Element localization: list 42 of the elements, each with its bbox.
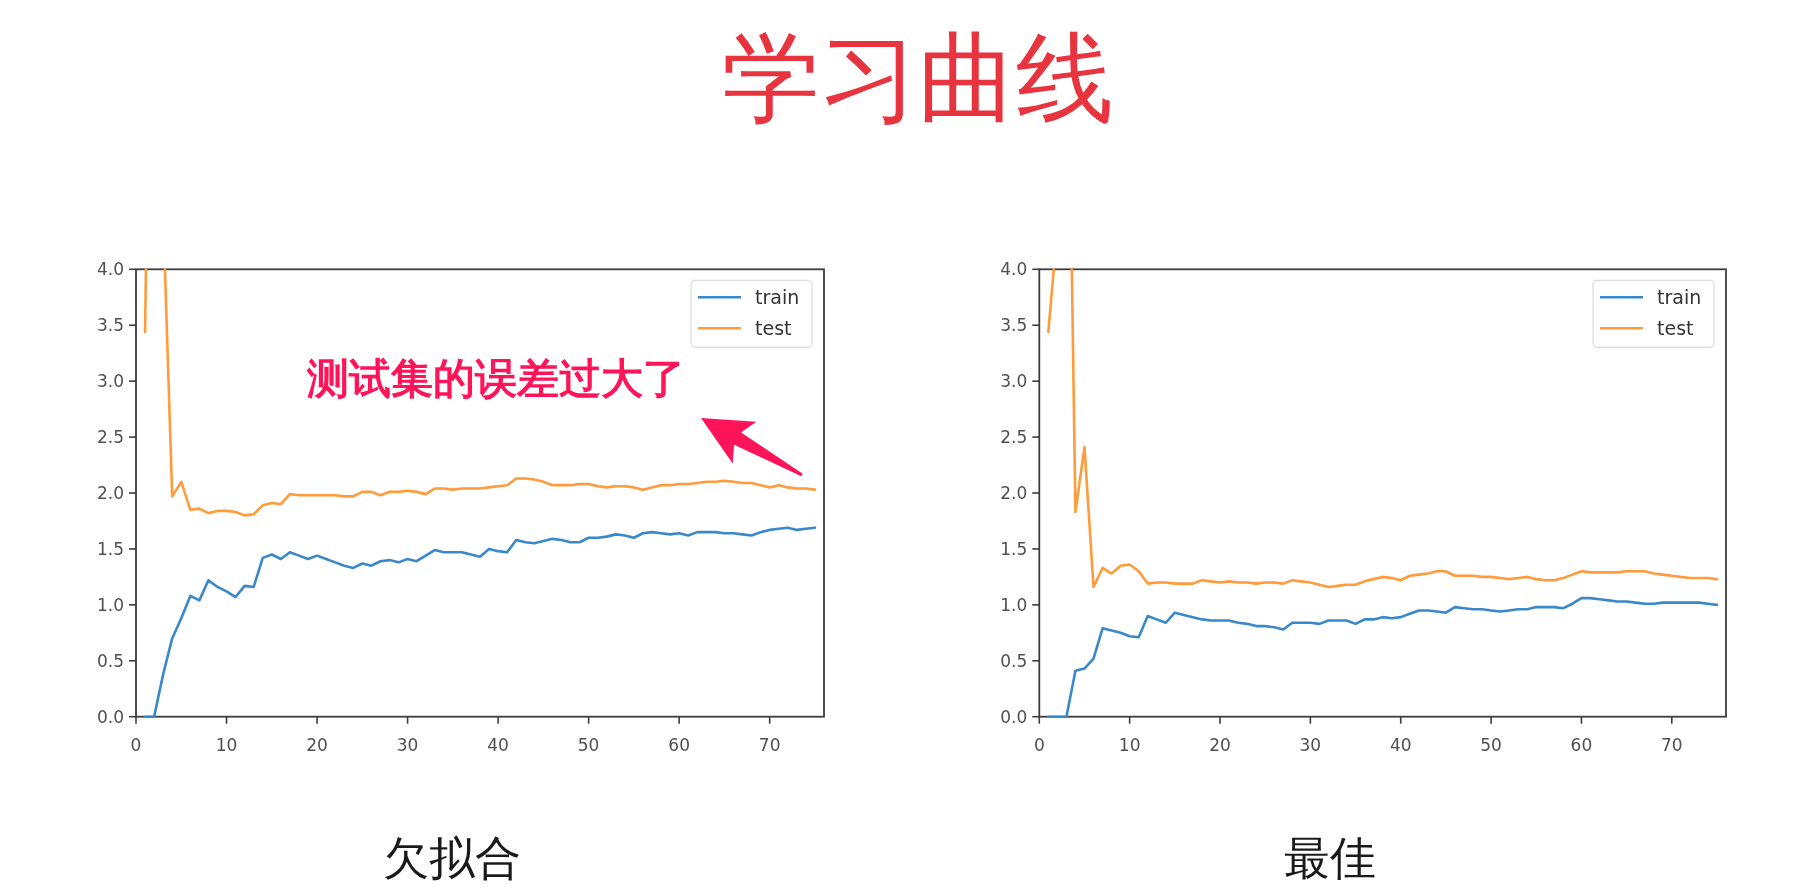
y-tick-label: 2.0 xyxy=(96,483,124,503)
y-tick-label: 0.5 xyxy=(96,650,124,671)
x-tick-label: 10 xyxy=(215,734,238,755)
legend-label: test xyxy=(1657,317,1694,340)
y-tick-label: 1.5 xyxy=(1000,538,1028,559)
legend-label: test xyxy=(755,317,792,340)
y-tick-label: 1.0 xyxy=(1000,594,1028,615)
y-tick-label: 1.0 xyxy=(96,594,124,615)
x-axis-title: 欠拟合 xyxy=(383,831,521,885)
y-tick-label: 1.5 xyxy=(96,538,124,559)
x-tick-label: 50 xyxy=(1480,734,1502,755)
x-tick-label: 30 xyxy=(396,734,419,755)
x-tick-label: 50 xyxy=(577,734,600,755)
chart-title: 学习曲线 xyxy=(722,21,1114,135)
y-tick-label: 0.0 xyxy=(96,706,124,727)
x-tick-label: 20 xyxy=(306,734,328,755)
x-tick-label: 0 xyxy=(1033,734,1045,755)
y-tick-label: 2.5 xyxy=(96,427,124,448)
x-tick-label: 40 xyxy=(487,734,509,755)
x-tick-label: 30 xyxy=(1299,734,1322,755)
y-tick-label: 3.0 xyxy=(1000,371,1028,392)
x-tick-label: 0 xyxy=(130,734,142,755)
x-tick-label: 20 xyxy=(1209,734,1231,755)
y-tick-label: 4.0 xyxy=(96,259,124,280)
y-tick-label: 3.5 xyxy=(96,315,124,336)
annotation: 测试集的误差过大了 xyxy=(306,353,685,403)
x-tick-label: 70 xyxy=(1660,734,1683,755)
y-tick-label: 4.0 xyxy=(1000,259,1028,280)
legend-label: train xyxy=(755,286,800,309)
y-tick-label: 2.0 xyxy=(1000,483,1028,503)
y-tick-label: 3.5 xyxy=(1000,315,1028,336)
x-tick-label: 60 xyxy=(1570,734,1593,755)
x-tick-label: 10 xyxy=(1118,734,1141,755)
x-tick-label: 60 xyxy=(668,734,690,755)
x-tick-label: 70 xyxy=(758,734,781,755)
y-tick-label: 2.5 xyxy=(1000,427,1028,448)
y-tick-label: 0.5 xyxy=(1000,650,1028,671)
x-axis-title: 最佳 xyxy=(1284,831,1376,885)
y-tick-label: 0.0 xyxy=(1000,706,1028,727)
x-tick-label: 40 xyxy=(1389,734,1412,755)
legend-label: train xyxy=(1657,286,1702,309)
y-tick-label: 3.0 xyxy=(96,371,124,392)
